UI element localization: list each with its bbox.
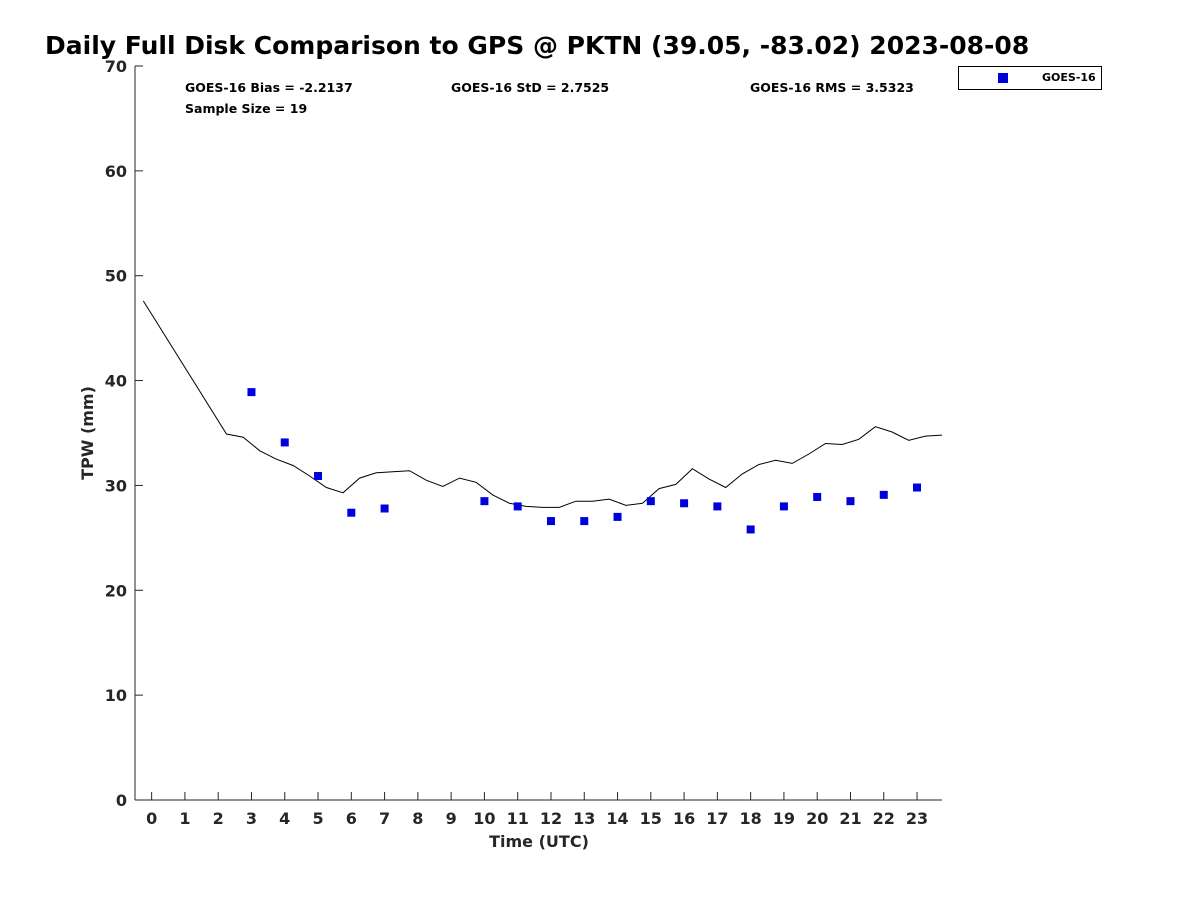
x-tick-label: 6 bbox=[346, 809, 357, 828]
x-axis-ticks: 0 1 2 3 4 5 6 7 8 9 10 11 12 13 14 15 16 17 18 19 20 21 22 23 bbox=[146, 792, 928, 828]
goes16-data-point bbox=[779, 502, 788, 511]
x-tick-label: 16 bbox=[673, 809, 695, 828]
std-stat: GOES-16 StD = 2.7525 bbox=[451, 80, 609, 95]
goes16-data-point bbox=[746, 525, 755, 534]
y-tick-label: 30 bbox=[105, 476, 127, 495]
goes16-data-point bbox=[713, 502, 722, 511]
goes16-data-point bbox=[846, 497, 855, 506]
goes16-data-point bbox=[513, 502, 522, 511]
x-tick-label: 20 bbox=[806, 809, 828, 828]
x-tick-label: 0 bbox=[146, 809, 157, 828]
legend: GOES-16 bbox=[958, 66, 1102, 90]
y-axis-ticks: 0 10 20 30 40 50 60 70 bbox=[105, 57, 143, 810]
gps-line-series bbox=[142, 300, 943, 508]
goes16-data-point bbox=[280, 438, 289, 447]
goes16-data-point bbox=[380, 504, 389, 513]
goes16-data-point bbox=[247, 388, 256, 397]
bias-stat: GOES-16 Bias = -2.2137 bbox=[185, 80, 353, 95]
goes16-data-point bbox=[680, 499, 689, 508]
y-tick-label: 0 bbox=[116, 791, 127, 810]
x-tick-label: 7 bbox=[379, 809, 390, 828]
goes16-data-point bbox=[879, 490, 888, 499]
x-tick-label: 21 bbox=[839, 809, 861, 828]
y-tick-label: 70 bbox=[105, 57, 127, 76]
sample-size-stat: Sample Size = 19 bbox=[185, 101, 307, 116]
x-tick-label: 1 bbox=[179, 809, 190, 828]
x-tick-label: 23 bbox=[906, 809, 928, 828]
x-axis-label: Time (UTC) bbox=[489, 832, 589, 851]
goes16-data-point bbox=[347, 508, 356, 517]
legend-marker-goes16 bbox=[998, 73, 1008, 83]
x-tick-label: 18 bbox=[740, 809, 762, 828]
y-tick-label: 20 bbox=[105, 581, 127, 600]
goes16-data-point bbox=[913, 483, 922, 492]
goes16-data-point bbox=[813, 492, 822, 501]
goes16-data-point bbox=[580, 517, 589, 526]
x-tick-label: 10 bbox=[473, 809, 495, 828]
x-tick-label: 14 bbox=[606, 809, 628, 828]
goes16-scatter-series bbox=[247, 388, 922, 534]
goes16-data-point bbox=[613, 512, 622, 521]
x-tick-label: 11 bbox=[507, 809, 529, 828]
goes16-data-point bbox=[314, 471, 323, 480]
y-tick-label: 40 bbox=[105, 372, 127, 391]
x-tick-label: 12 bbox=[540, 809, 562, 828]
x-tick-label: 9 bbox=[446, 809, 457, 828]
goes16-data-point bbox=[480, 497, 489, 506]
x-tick-label: 13 bbox=[573, 809, 595, 828]
y-tick-label: 10 bbox=[105, 686, 127, 705]
x-tick-label: 8 bbox=[412, 809, 423, 828]
x-tick-label: 4 bbox=[279, 809, 290, 828]
x-tick-label: 2 bbox=[213, 809, 224, 828]
legend-box bbox=[958, 66, 1102, 90]
axes bbox=[134, 66, 942, 801]
y-axis-label: TPW (mm) bbox=[78, 386, 97, 480]
goes16-data-point bbox=[546, 517, 555, 526]
x-tick-label: 3 bbox=[246, 809, 257, 828]
rms-stat: GOES-16 RMS = 3.5323 bbox=[750, 80, 914, 95]
x-tick-label: 5 bbox=[312, 809, 323, 828]
legend-label-goes16: GOES-16 bbox=[1042, 71, 1096, 84]
x-tick-label: 17 bbox=[706, 809, 728, 828]
x-tick-label: 22 bbox=[873, 809, 895, 828]
goes16-data-point bbox=[646, 497, 655, 506]
gps-tpw-line bbox=[142, 300, 943, 508]
y-tick-label: 60 bbox=[105, 162, 127, 181]
x-tick-label: 19 bbox=[773, 809, 795, 828]
y-tick-label: 50 bbox=[105, 267, 127, 286]
x-tick-label: 15 bbox=[640, 809, 662, 828]
chart-title: Daily Full Disk Comparison to GPS @ PKTN… bbox=[45, 31, 1029, 60]
